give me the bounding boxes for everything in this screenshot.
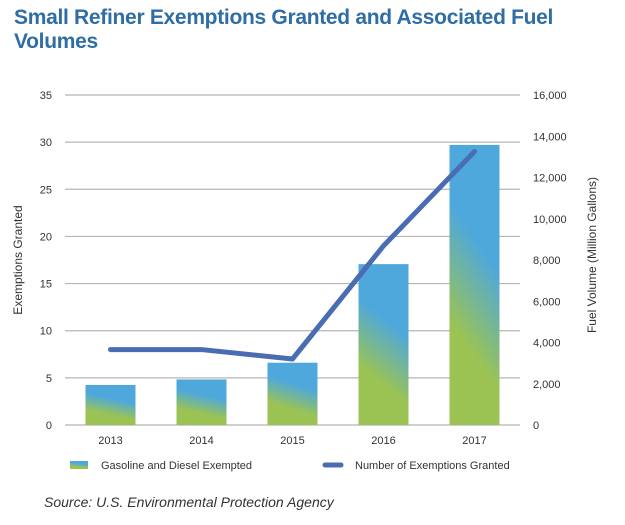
bar-2013 — [85, 384, 136, 425]
x-tick-label: 2013 — [98, 435, 122, 447]
y2-tick-label: 14,000 — [533, 131, 567, 143]
legend-label-line: Number of Exemptions Granted — [355, 460, 510, 472]
y-tick-label: 35 — [40, 90, 52, 102]
exemptions-line — [108, 149, 477, 362]
y2-tick-label: 4,000 — [533, 338, 561, 350]
y-axis-label: Exemptions Granted — [11, 205, 25, 314]
y-tick-label: 5 — [46, 373, 52, 385]
y-tick-label: 30 — [40, 137, 52, 149]
y2-tick-label: 2,000 — [533, 379, 561, 391]
bar-2016 — [358, 264, 409, 425]
y2-tick-label: 12,000 — [533, 173, 567, 185]
y2-tick-label: 0 — [533, 420, 539, 432]
legend-swatch-bars — [70, 461, 88, 469]
y-tick-label: 20 — [40, 231, 52, 243]
y2-tick-label: 8,000 — [533, 255, 561, 267]
y-tick-label: 0 — [46, 420, 52, 432]
x-tick-label: 2017 — [462, 435, 486, 447]
x-tick-label: 2016 — [371, 435, 395, 447]
bar-2015 — [267, 362, 318, 425]
y2-tick-label: 10,000 — [533, 214, 567, 226]
y-tick-label: 10 — [40, 326, 52, 338]
x-tick-label: 2015 — [280, 435, 304, 447]
y-tick-label: 25 — [40, 184, 52, 196]
bar-2017 — [449, 144, 500, 425]
y-tick-label: 15 — [40, 279, 52, 291]
source-note: Source: U.S. Environmental Protection Ag… — [44, 494, 334, 510]
bar-2014 — [176, 379, 227, 425]
y2-axis-label: Fuel Volume (Million Gallons) — [585, 177, 599, 333]
x-tick-label: 2014 — [189, 435, 213, 447]
y2-tick-label: 6,000 — [533, 296, 561, 308]
y2-tick-label: 16,000 — [533, 90, 567, 102]
chart-title: Small Refiner Exemptions Granted and Ass… — [14, 6, 554, 53]
legend-label-bars: Gasoline and Diesel Exempted — [101, 460, 252, 472]
